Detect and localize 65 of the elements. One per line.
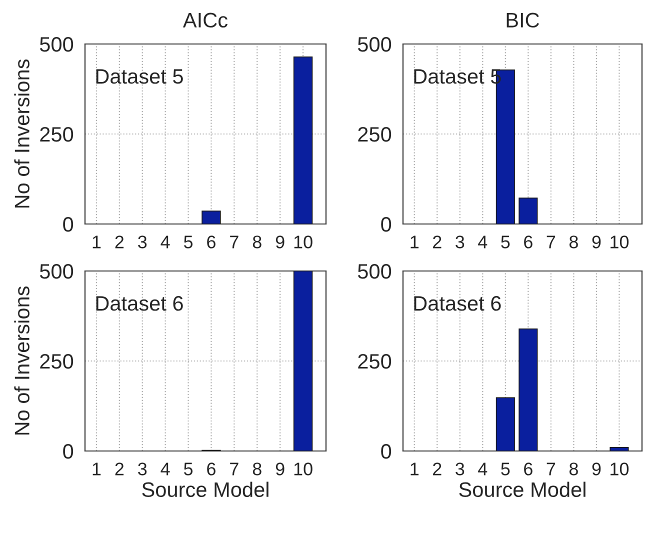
x-tick-label: 10 bbox=[294, 462, 312, 476]
x-tick-label: 6 bbox=[524, 462, 532, 476]
x-tick-label: 2 bbox=[433, 462, 442, 476]
x-tick-label: 3 bbox=[138, 236, 147, 248]
x-tick-label: 1 bbox=[92, 462, 101, 476]
bar bbox=[610, 446, 629, 451]
annotation: Dataset 6 bbox=[414, 296, 501, 311]
bar bbox=[496, 397, 515, 451]
x-tick-label: 2 bbox=[115, 462, 124, 476]
x-tick-label: 7 bbox=[546, 462, 556, 476]
y-tick-label: 250 bbox=[40, 354, 74, 369]
x-tick-label: 2 bbox=[433, 236, 442, 248]
x-tick-label: 10 bbox=[610, 462, 629, 476]
y-tick-label: 500 bbox=[358, 37, 392, 52]
bar bbox=[518, 328, 538, 451]
y-axis-title: No of Inversions bbox=[14, 59, 30, 208]
x-tick-label: 8 bbox=[252, 236, 262, 248]
x-tick-label: 1 bbox=[410, 462, 419, 476]
x-tick-label: 10 bbox=[610, 236, 629, 248]
x-tick-label: 7 bbox=[230, 462, 238, 476]
y-tick-label: 250 bbox=[358, 127, 392, 142]
x-tick-label: 6 bbox=[207, 462, 216, 476]
y-tick-label: 500 bbox=[40, 264, 74, 279]
x-tick-label: 3 bbox=[138, 462, 147, 476]
y-axis-title: No of Inversions bbox=[14, 286, 30, 435]
x-tick-label: 9 bbox=[592, 462, 601, 476]
x-tick-label: 4 bbox=[160, 236, 170, 248]
annotation: Dataset 6 bbox=[96, 296, 183, 311]
x-tick-label: 2 bbox=[115, 236, 124, 248]
x-tick-label: 9 bbox=[592, 236, 601, 248]
y-tick-label: 0 bbox=[381, 444, 392, 459]
x-tick-label: 7 bbox=[546, 236, 556, 248]
x-tick-label: 4 bbox=[160, 462, 170, 476]
x-tick-label: 5 bbox=[501, 462, 510, 476]
x-tick-label: 10 bbox=[294, 236, 312, 248]
x-axis-title: Source Model bbox=[459, 482, 586, 498]
x-tick-label: 8 bbox=[569, 462, 578, 476]
chart-title: AICc bbox=[182, 12, 228, 28]
chart-title: BIC bbox=[506, 12, 540, 28]
x-tick-label: 5 bbox=[184, 462, 193, 476]
annotation: Dataset 5 bbox=[96, 69, 183, 84]
y-tick-label: 0 bbox=[63, 217, 74, 232]
x-tick-label: 9 bbox=[276, 462, 284, 476]
y-tick-label: 0 bbox=[381, 217, 392, 232]
y-tick-label: 500 bbox=[40, 37, 74, 52]
x-tick-label: 7 bbox=[230, 236, 238, 248]
x-axis-title: Source Model bbox=[142, 482, 268, 498]
x-tick-label: 8 bbox=[252, 462, 262, 476]
x-tick-label: 4 bbox=[478, 462, 488, 476]
y-tick-label: 250 bbox=[358, 354, 392, 369]
x-tick-label: 9 bbox=[276, 236, 284, 248]
x-tick-label: 5 bbox=[184, 236, 193, 248]
x-tick-label: 4 bbox=[478, 236, 488, 248]
x-tick-label: 3 bbox=[456, 236, 464, 248]
x-tick-label: 8 bbox=[569, 236, 578, 248]
y-tick-label: 250 bbox=[40, 127, 74, 142]
x-tick-label: 5 bbox=[501, 236, 510, 248]
x-tick-label: 1 bbox=[92, 236, 101, 248]
x-tick-label: 6 bbox=[207, 236, 216, 248]
annotation: Dataset 5 bbox=[414, 69, 501, 84]
y-tick-label: 0 bbox=[63, 444, 74, 459]
y-tick-label: 500 bbox=[358, 264, 392, 279]
x-tick-label: 6 bbox=[524, 236, 532, 248]
x-tick-label: 1 bbox=[410, 236, 419, 248]
x-tick-label: 3 bbox=[456, 462, 464, 476]
